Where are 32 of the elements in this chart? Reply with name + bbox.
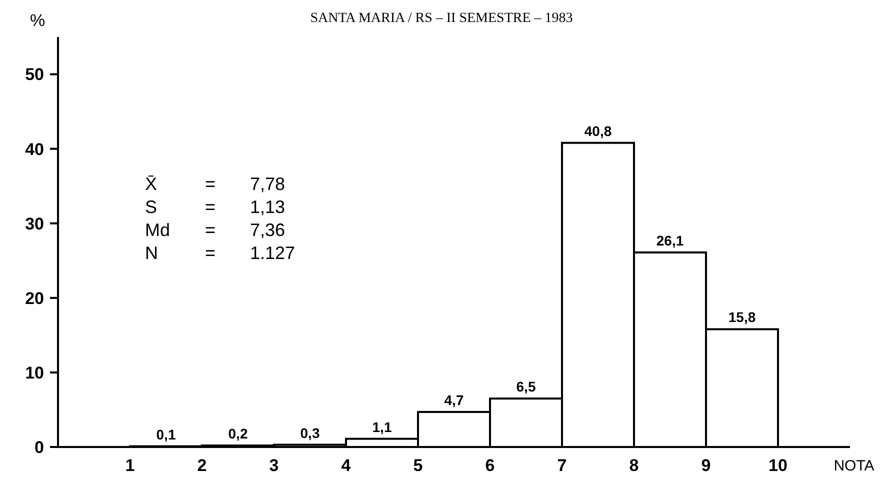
data-label: 0,3 <box>300 424 320 441</box>
y-tick-label: 50 <box>25 65 44 84</box>
data-label: 6,5 <box>516 378 536 395</box>
data-label: 4,7 <box>444 392 464 408</box>
x-tick-label: 4 <box>341 456 352 475</box>
text: N = 1.127 <box>145 243 296 263</box>
y-tick-label: 0 <box>34 438 44 457</box>
x-tick-label: 8 <box>629 456 639 475</box>
y-axis-title: % <box>30 11 46 30</box>
x-tick-label: 1 <box>125 456 135 475</box>
x-tick-label: 7 <box>557 456 567 475</box>
chart-title: SANTA MARIA / RS – II SEMESTRE – 1983 <box>310 11 573 26</box>
data-label: 26,1 <box>656 232 684 248</box>
x-tick-label: 2 <box>197 456 207 475</box>
x-tick-label: 10 <box>768 456 788 475</box>
text: X̄ = 7,78 <box>145 174 286 194</box>
x-tick-label: 5 <box>413 456 423 475</box>
data-label: 0,1 <box>156 426 176 442</box>
y-tick-label: 30 <box>25 214 44 234</box>
text: S = 1,13 <box>145 197 286 217</box>
data-label: 40,8 <box>584 122 612 139</box>
data-label: 1,1 <box>372 418 392 435</box>
data-label: 15,8 <box>728 309 756 326</box>
x-axis-title: NOTA <box>834 457 874 474</box>
x-tick-label: 6 <box>485 456 495 475</box>
y-tick-label: 20 <box>25 288 44 308</box>
y-tick-label: 10 <box>25 363 44 382</box>
x-tick-label: 3 <box>269 456 279 475</box>
text: Md = 7,36 <box>145 220 286 240</box>
x-tick-label: 9 <box>701 456 711 475</box>
y-tick-label: 40 <box>25 140 44 159</box>
data-label: 0,2 <box>228 426 248 442</box>
